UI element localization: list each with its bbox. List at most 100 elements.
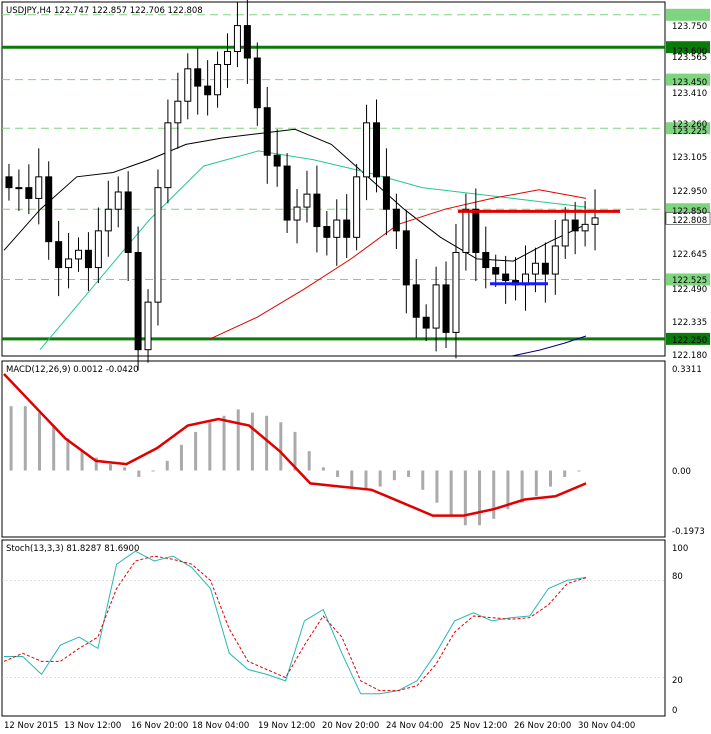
macd-bar-14 bbox=[208, 422, 212, 471]
candle-body-20 bbox=[204, 85, 212, 96]
price-tick-123450: 123.450 bbox=[672, 78, 707, 88]
price-tick-122250: 122.250 bbox=[672, 336, 707, 346]
candle-body-35 bbox=[353, 176, 361, 238]
candle-body-56 bbox=[561, 219, 569, 247]
candle-body-31 bbox=[313, 193, 321, 228]
stoch-tick-80: 80 bbox=[672, 572, 683, 582]
macd-bar-36 bbox=[520, 470, 524, 503]
candle-body-24 bbox=[243, 25, 251, 59]
candle-body-18 bbox=[184, 68, 192, 102]
price-tick-122950: 122.950 bbox=[672, 187, 707, 197]
macd-signal-line bbox=[3, 373, 587, 517]
macd-bar-9 bbox=[137, 470, 141, 477]
macd-bar-3 bbox=[52, 425, 56, 471]
candle-body-7 bbox=[75, 249, 82, 260]
time-label-3: 18 Nov 04:00 bbox=[192, 721, 249, 731]
time-label-0: 12 Nov 2015 bbox=[4, 721, 58, 731]
macd-bar-0 bbox=[9, 406, 13, 471]
macd-bar-10 bbox=[151, 470, 155, 472]
stoch-tick-100: 100 bbox=[672, 544, 688, 554]
price-tick-122180: 122.180 bbox=[672, 351, 707, 361]
macd-bar-31 bbox=[449, 470, 453, 516]
macd-bar-19 bbox=[279, 422, 283, 471]
macd-bar-12 bbox=[179, 444, 183, 471]
macd-bar-7 bbox=[108, 464, 112, 471]
candle-body-58 bbox=[581, 223, 589, 232]
macd-bar-26 bbox=[378, 470, 382, 487]
candle-body-57 bbox=[571, 219, 579, 232]
candle-body-27 bbox=[273, 154, 281, 167]
candle-body-8 bbox=[84, 249, 92, 269]
macd-bar-16 bbox=[236, 409, 240, 471]
macd-bar-5 bbox=[80, 451, 84, 471]
price-tick-122525: 122.525 bbox=[672, 276, 707, 286]
macd-bar-4 bbox=[66, 438, 70, 471]
price-tick-122490: 122.490 bbox=[672, 285, 707, 295]
candle-body-50 bbox=[502, 273, 510, 282]
macd-bar-1 bbox=[23, 406, 27, 471]
candle-body-23 bbox=[233, 25, 241, 53]
candle-body-59 bbox=[591, 217, 599, 225]
macd-bar-17 bbox=[250, 412, 254, 471]
macd-bar-21 bbox=[307, 451, 311, 471]
macd-layer bbox=[3, 373, 587, 526]
macd-bar-15 bbox=[222, 415, 226, 471]
candle-body-0 bbox=[5, 176, 13, 189]
ma-line-2 bbox=[39, 150, 587, 351]
candle-body-30 bbox=[303, 193, 311, 208]
price-layer bbox=[2, 0, 665, 371]
macd-bar-35 bbox=[506, 470, 510, 510]
candle-body-2 bbox=[25, 187, 33, 199]
level-tag-6 bbox=[666, 332, 710, 345]
macd-bar-32 bbox=[463, 470, 467, 526]
candle-body-17 bbox=[174, 100, 182, 124]
candle-body-39 bbox=[392, 208, 400, 232]
candle-body-49 bbox=[492, 267, 500, 275]
macd-bar-27 bbox=[392, 470, 396, 481]
candle-body-42 bbox=[422, 316, 430, 329]
candle-body-12 bbox=[124, 191, 132, 253]
candle-body-1 bbox=[15, 187, 23, 190]
macd-panel-frame bbox=[1, 360, 666, 538]
macd-tick-top: 0.3311 bbox=[672, 365, 702, 375]
price-tick-122335: 122.335 bbox=[672, 318, 707, 328]
candle-body-41 bbox=[412, 284, 420, 318]
macd-bar-11 bbox=[165, 460, 169, 471]
macd-bar-22 bbox=[321, 467, 325, 471]
time-label-2: 16 Nov 20:00 bbox=[131, 721, 188, 731]
candle-body-28 bbox=[283, 165, 291, 221]
price-tick-123750: 123.750 bbox=[672, 22, 707, 32]
candle-body-4 bbox=[45, 176, 53, 243]
candle-body-34 bbox=[343, 219, 351, 238]
stoch-panel-frame bbox=[1, 539, 666, 717]
stoch-tick-20: 20 bbox=[672, 676, 683, 686]
candle-body-21 bbox=[214, 63, 222, 96]
current-price-tag bbox=[665, 212, 711, 225]
macd-bar-38 bbox=[549, 470, 553, 487]
candle-body-54 bbox=[541, 262, 549, 275]
price-tick-122645: 122.645 bbox=[672, 250, 707, 260]
candle-body-29 bbox=[293, 206, 301, 221]
ma-line-blue bbox=[511, 335, 587, 357]
candle-body-48 bbox=[482, 251, 490, 269]
macd-bar-2 bbox=[37, 412, 41, 471]
macd-bar-13 bbox=[194, 431, 198, 471]
candle-body-3 bbox=[35, 176, 43, 199]
time-label-5: 20 Nov 20:00 bbox=[322, 721, 379, 731]
macd-bar-33 bbox=[478, 470, 482, 526]
price-tick-123410: 123.410 bbox=[672, 89, 707, 99]
candle-body-55 bbox=[551, 245, 559, 275]
candle-body-47 bbox=[472, 208, 480, 253]
candle-body-5 bbox=[55, 241, 63, 269]
candle-body-40 bbox=[402, 230, 410, 286]
macd-bar-23 bbox=[336, 470, 340, 477]
macd-tick-zero: 0.00 bbox=[672, 467, 691, 477]
time-label-1: 13 Nov 12:00 bbox=[64, 721, 121, 731]
time-label-8: 26 Nov 20:00 bbox=[514, 721, 571, 731]
macd-bar-25 bbox=[364, 470, 368, 490]
macd-bar-8 bbox=[123, 467, 127, 471]
price-tick-123260: 123.260 bbox=[672, 120, 707, 130]
candle-body-32 bbox=[323, 226, 331, 238]
candle-body-16 bbox=[164, 122, 172, 189]
